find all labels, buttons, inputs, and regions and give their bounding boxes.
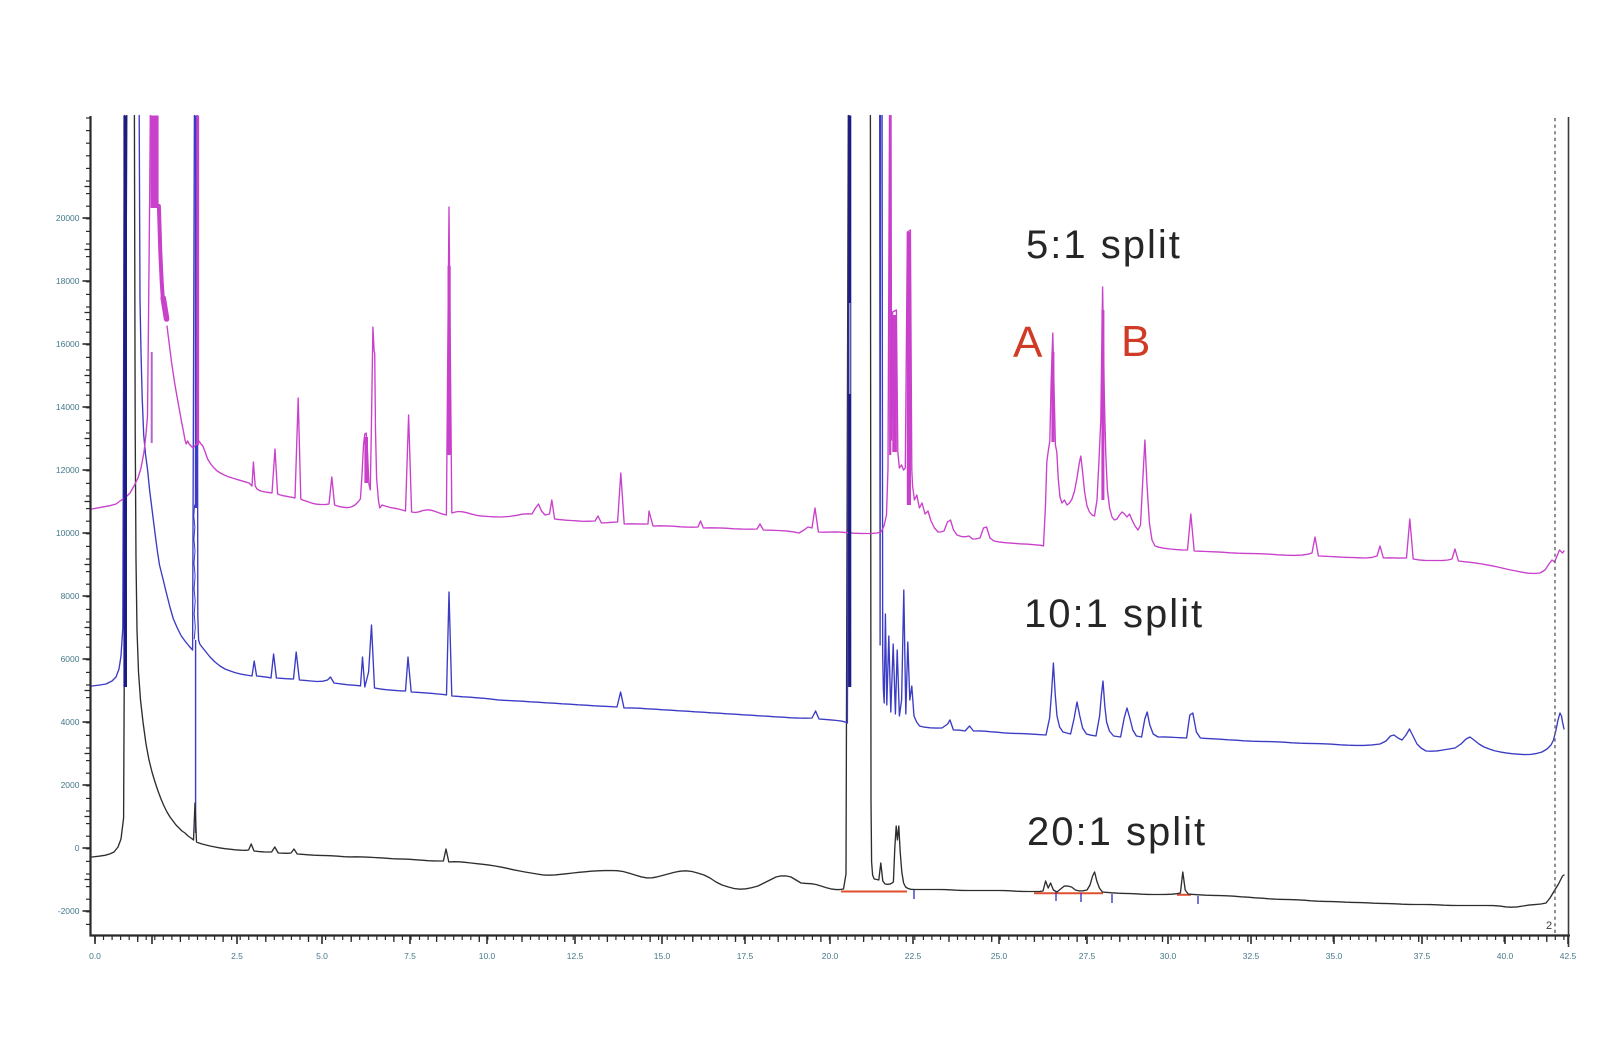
svg-text:2.5: 2.5 [231,951,243,961]
svg-text:20:1 split: 20:1 split [1027,810,1207,854]
svg-text:0.0: 0.0 [89,951,101,961]
svg-text:-2000: -2000 [58,906,80,916]
svg-text:22.5: 22.5 [905,951,922,961]
svg-text:7.5: 7.5 [404,951,416,961]
svg-text:2000: 2000 [61,780,80,790]
svg-text:42.5: 42.5 [1560,951,1577,961]
svg-text:17.5: 17.5 [737,951,754,961]
svg-text:32.5: 32.5 [1243,951,1260,961]
svg-text:B: B [1121,317,1150,366]
svg-text:5:1 split: 5:1 split [1026,223,1182,267]
svg-text:A: A [1013,318,1043,367]
svg-text:20000: 20000 [56,213,80,223]
svg-text:5.0: 5.0 [316,951,328,961]
svg-text:40.0: 40.0 [1497,951,1514,961]
svg-text:8000: 8000 [61,591,80,601]
svg-text:25.0: 25.0 [991,951,1008,961]
svg-text:10.0: 10.0 [479,951,496,961]
svg-text:0: 0 [75,843,80,853]
svg-text:15.0: 15.0 [654,951,671,961]
svg-text:12000: 12000 [56,465,80,475]
svg-text:10000: 10000 [56,528,80,538]
svg-text:16000: 16000 [56,339,80,349]
svg-text:6000: 6000 [61,654,80,664]
svg-text:20.0: 20.0 [822,951,839,961]
svg-text:27.5: 27.5 [1079,951,1096,961]
svg-text:37.5: 37.5 [1414,951,1431,961]
svg-text:2: 2 [1546,920,1552,932]
svg-text:4000: 4000 [61,717,80,727]
svg-text:12.5: 12.5 [567,951,584,961]
svg-text:30.0: 30.0 [1160,951,1177,961]
svg-text:18000: 18000 [56,276,80,286]
svg-text:10:1 split: 10:1 split [1024,592,1204,636]
svg-text:35.0: 35.0 [1326,951,1343,961]
svg-text:14000: 14000 [56,402,80,412]
